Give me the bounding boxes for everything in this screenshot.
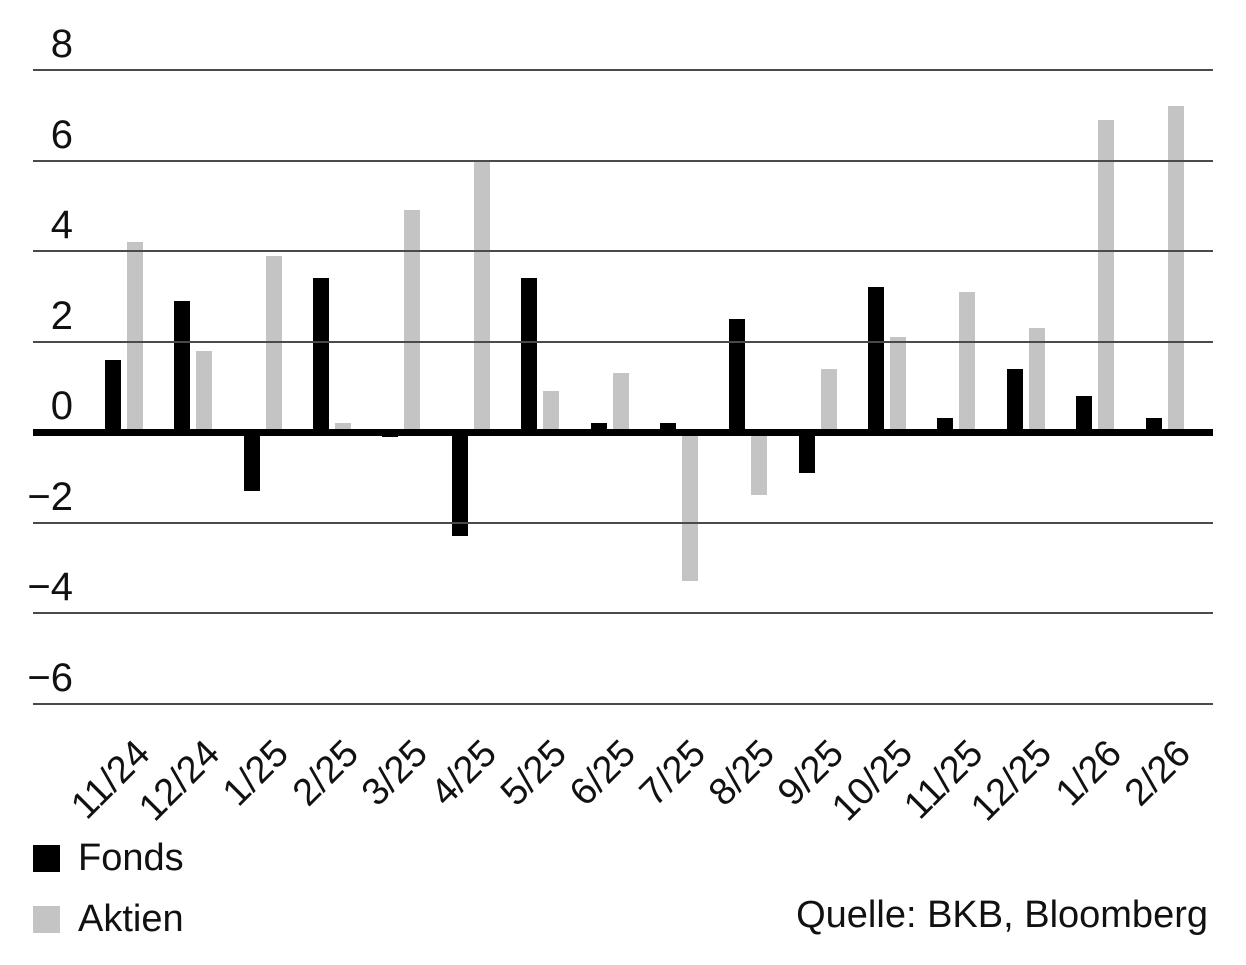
- x-axis-label-5-25: 5/25: [492, 732, 575, 815]
- y-axis-tick-0: 0: [50, 384, 73, 428]
- bar-fonds-9-25: [798, 430, 815, 473]
- legend-item-aktien: Aktien: [33, 899, 184, 939]
- bar-fonds-12-24: [174, 300, 191, 435]
- legend-item-fonds: Fonds: [33, 838, 184, 878]
- x-axis-label-1-25: 1/25: [215, 732, 298, 815]
- bar-aktien-1-25: [265, 255, 282, 435]
- gridline--4: [33, 612, 1213, 614]
- bar-aktien-11-25: [959, 291, 976, 435]
- gridline-2: [33, 340, 1213, 343]
- x-axis-label-7-25: 7/25: [631, 732, 714, 815]
- y-axis-tick-4: 4: [50, 203, 73, 247]
- y-axis-tick-8: 8: [50, 22, 73, 66]
- x-axis-label-12-25: 12/25: [963, 732, 1061, 830]
- x-axis-label-8-25: 8/25: [700, 732, 783, 815]
- bar-aktien-1-26: [1098, 119, 1115, 435]
- bar-fonds-5-25: [521, 278, 538, 435]
- x-axis-label-6-25: 6/25: [562, 732, 645, 815]
- bar-aktien-9-25: [820, 368, 837, 435]
- bar-aktien-11-24: [127, 241, 143, 435]
- x-axis-label-2-25: 2/25: [284, 732, 367, 815]
- bar-fonds-11-24: [105, 359, 121, 435]
- fonds-legend-label: Fonds: [78, 837, 184, 879]
- bar-aktien-12-24: [196, 350, 213, 435]
- bar-aktien-10-25: [890, 336, 907, 435]
- y-axis-tick--6: −6: [27, 655, 73, 700]
- x-axis-label-3-25: 3/25: [353, 732, 436, 815]
- gridline--2: [33, 521, 1213, 524]
- bar-aktien-7-25: [681, 430, 698, 582]
- bar-aktien-5-25: [543, 391, 560, 435]
- y-axis-tick-6: 6: [50, 112, 73, 157]
- bar-fonds-10-25: [868, 287, 885, 435]
- bar-fonds-4-25: [451, 430, 468, 537]
- x-axis-label-10-25: 10/25: [824, 732, 922, 830]
- y-axis-tick--2: −2: [27, 474, 73, 519]
- bar-aktien-6-25: [612, 373, 629, 435]
- bar-aktien-8-25: [751, 430, 768, 496]
- bar-fonds-1-26: [1076, 395, 1093, 435]
- zero-axis-line: [33, 428, 1213, 436]
- y-axis-tick--4: −4: [27, 565, 73, 609]
- aktien-swatch: [33, 905, 60, 933]
- y-axis-tick-2: 2: [50, 293, 73, 338]
- gridline-8: [33, 69, 1213, 71]
- fonds-swatch: [33, 844, 60, 872]
- gridline-4: [33, 250, 1213, 252]
- x-axis-label-2-26: 2/26: [1117, 732, 1200, 815]
- x-axis-label-4-25: 4/25: [423, 732, 506, 815]
- bar-aktien-12-25: [1028, 327, 1045, 435]
- gridline--6: [33, 702, 1213, 705]
- x-axis-label-12-24: 12/24: [130, 732, 228, 830]
- x-axis-label-1-26: 1/26: [1047, 732, 1130, 815]
- bar-aktien-4-25: [473, 160, 490, 435]
- bar-aktien-3-25: [404, 210, 421, 435]
- bar-fonds-2-25: [313, 278, 330, 435]
- bar-fonds-12-25: [1006, 368, 1023, 435]
- aktien-legend-label: Aktien: [78, 898, 184, 940]
- bar-aktien-2-26: [1167, 106, 1184, 435]
- bar-fonds-1-25: [243, 430, 260, 491]
- gridline-6: [33, 159, 1213, 162]
- source-caption: Quelle: BKB, Bloomberg: [796, 894, 1208, 936]
- bar-fonds-8-25: [729, 318, 746, 435]
